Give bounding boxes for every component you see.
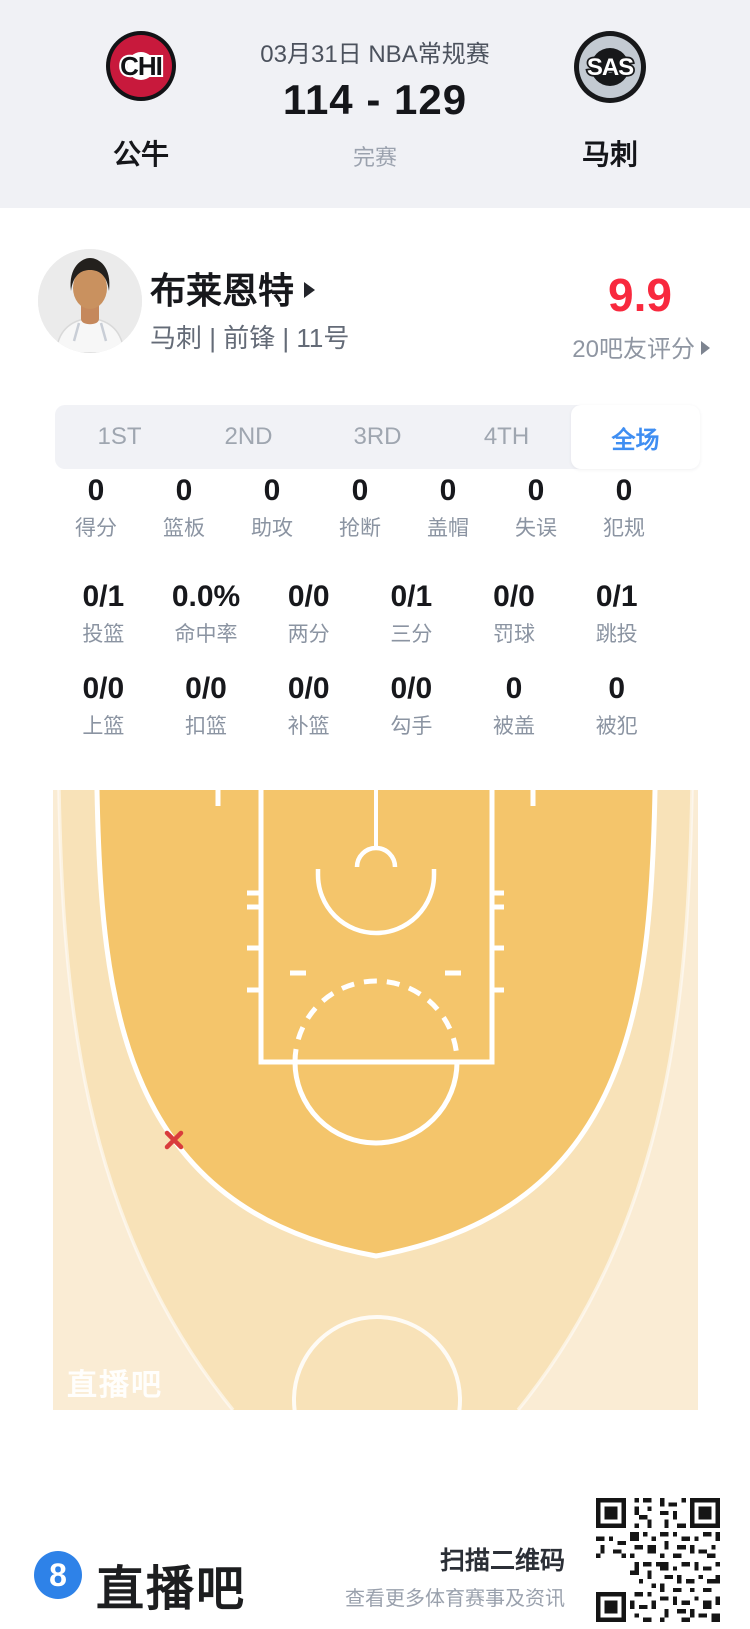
match-status: 完赛 bbox=[352, 145, 397, 170]
quarter-tabbar: 1ST 2ND 3RD 4TH 全场 bbox=[55, 405, 700, 469]
stat-fouled: 0 被犯 bbox=[595, 672, 638, 738]
stat-layup: 0/0 上篮 bbox=[82, 672, 125, 738]
caret-right-icon bbox=[701, 340, 710, 355]
stat-steals: 0 抢断 bbox=[339, 474, 381, 540]
zhibo8-logo-glyph: 8 bbox=[49, 1556, 67, 1593]
spurs-abbr: SAS bbox=[587, 54, 634, 81]
missed-shot-marker bbox=[164, 1130, 184, 1150]
player-meta: 马刺 | 前锋 | 11号 bbox=[150, 323, 350, 353]
player-avatar[interactable] bbox=[38, 249, 142, 353]
tab-2nd[interactable]: 2ND bbox=[224, 423, 273, 450]
stat-got-blocked: 0 被盖 bbox=[493, 672, 536, 738]
qr-code bbox=[596, 1498, 720, 1622]
stat-dunk: 0/0 扣篮 bbox=[185, 672, 227, 738]
stat-points: 0 得分 bbox=[75, 474, 117, 540]
tab-full-game[interactable]: 全场 bbox=[571, 405, 700, 469]
zhibo8-logo-icon: 8 bbox=[34, 1551, 82, 1599]
zhibo8-brand: 直播吧 bbox=[96, 1563, 247, 1616]
away-team-name[interactable]: 马刺 bbox=[581, 139, 638, 170]
court-watermark: 直播吧 bbox=[67, 1369, 163, 1402]
tab-3rd[interactable]: 3RD bbox=[353, 423, 402, 450]
stat-hook: 0/0 勾手 bbox=[390, 672, 433, 738]
caret-right-icon bbox=[304, 281, 316, 298]
stat-3pt: 0/1 三分 bbox=[390, 580, 433, 646]
player-rating: 9.9 bbox=[608, 269, 672, 321]
tab-1st[interactable]: 1ST bbox=[97, 423, 142, 450]
competition-title: 03月31日 NBA常规赛 bbox=[260, 41, 490, 68]
stat-2pt: 0/0 两分 bbox=[287, 580, 330, 646]
stat-rebounds: 0 篮板 bbox=[163, 474, 205, 540]
stat-jumpshot: 0/1 跳投 bbox=[595, 580, 638, 646]
match-score: 114 - 129 bbox=[282, 76, 468, 123]
stat-ft: 0/0 罚球 bbox=[493, 580, 536, 646]
stat-blocks: 0 盖帽 bbox=[427, 474, 469, 540]
stats-row-shooting: 0/1 投篮 0.0% 命中率 0/0 两分 0/1 三分 0/0 罚球 0/1 跳投 bbox=[52, 580, 668, 648]
bulls-logo-icon[interactable]: CHI bbox=[105, 30, 177, 107]
scan-qr-subtitle: 查看更多体育赛事及资讯 bbox=[345, 1588, 565, 1610]
shot-chart-court: 直播吧 bbox=[53, 790, 698, 1410]
stat-turnovers: 0 失误 bbox=[515, 474, 557, 540]
stat-assists: 0 助攻 bbox=[251, 474, 293, 540]
stats-row-shot-types: 0/0 上篮 0/0 扣篮 0/0 补篮 0/0 勾手 0 被盖 0 被犯 bbox=[52, 672, 668, 740]
bulls-abbr: CHI bbox=[120, 51, 162, 81]
stat-fg: 0/1 投篮 bbox=[82, 580, 125, 646]
match-header: 03月31日 NBA常规赛 114 - 129 完赛 CHI SAS 公牛 马刺 bbox=[0, 0, 750, 208]
stat-fouls: 0 犯规 bbox=[603, 474, 645, 540]
rating-caption-link[interactable]: 20吧友评分 bbox=[572, 329, 710, 364]
player-name: 布莱恩特 bbox=[150, 270, 295, 311]
stats-row-basic: 0 得分 0 篮板 0 助攻 0 抢断 0 盖帽 0 失误 0 犯规 bbox=[52, 474, 668, 542]
stat-fg-pct: 0.0% 命中率 bbox=[171, 580, 241, 646]
home-team-name[interactable]: 公牛 bbox=[112, 139, 169, 170]
rating-caption-label: 20吧友评分 bbox=[572, 336, 695, 363]
scan-qr-title: 扫描二维码 bbox=[439, 1547, 565, 1575]
tab-4th[interactable]: 4TH bbox=[483, 423, 530, 450]
player-name-row[interactable]: 布莱恩特 bbox=[150, 268, 316, 311]
stat-putback: 0/0 补篮 bbox=[287, 672, 330, 738]
spurs-logo-icon[interactable]: SAS bbox=[573, 30, 647, 109]
